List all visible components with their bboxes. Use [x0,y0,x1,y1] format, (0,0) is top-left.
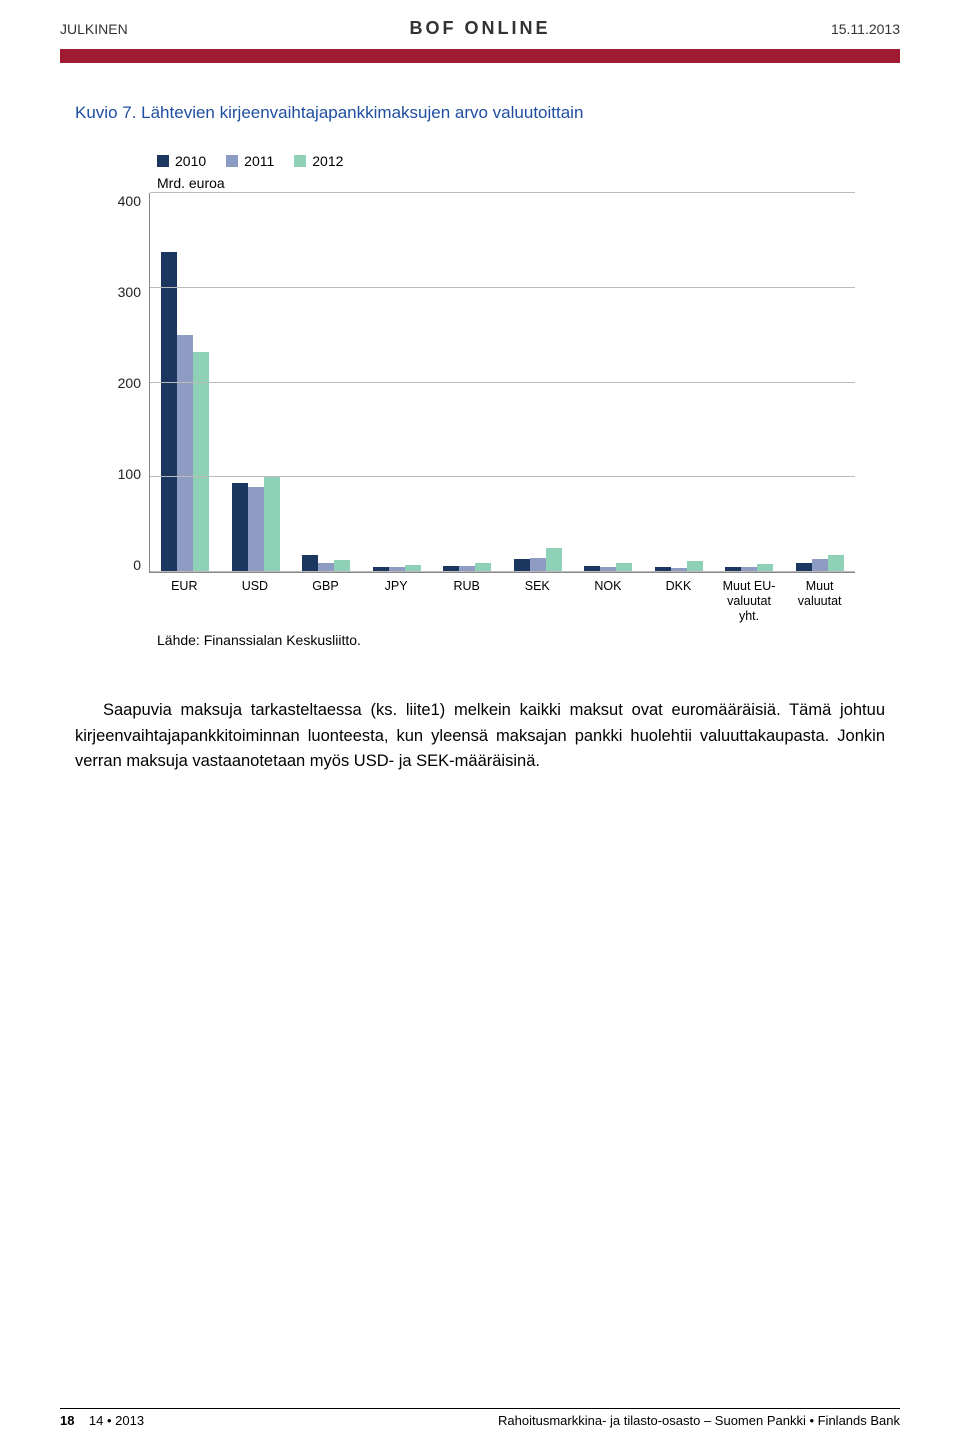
bar [232,483,248,572]
header-divider [60,49,900,63]
y-tick: 100 [118,466,141,482]
bar-group [503,193,574,572]
x-tick: RUB [431,579,502,624]
bar [530,558,546,572]
x-tick: Muut EU-valuutatyht. [714,579,785,624]
gridline [150,192,855,193]
legend-swatch [294,155,306,167]
plot-area [149,193,855,573]
legend-item: 2011 [226,153,274,169]
y-axis: 400 300 200 100 0 [105,193,149,573]
gridline [150,382,855,383]
y-axis-note: Mrd. euroa [157,175,855,191]
legend-item: 2012 [294,153,343,169]
legend-swatch [226,155,238,167]
bar-group [785,193,856,572]
bar [264,477,280,572]
bar [248,487,264,572]
footer-issue: 14 • 2013 [89,1413,144,1428]
bar-group [221,193,292,572]
x-tick: USD [220,579,291,624]
bar [177,335,193,572]
page-number: 18 [60,1413,74,1428]
chart-area: 400 300 200 100 0 [105,193,855,573]
bar-group [432,193,503,572]
body-paragraph: Saapuvia maksuja tarkasteltaessa (ks. li… [75,698,885,775]
bar [193,352,209,572]
page-header: JULKINEN BOF ONLINE 15.11.2013 [0,0,960,43]
bar-group [573,193,644,572]
bar-group [644,193,715,572]
gridline [150,287,855,288]
bar [546,548,562,572]
chart: 2010 2011 2012 Mrd. euroa 400 300 200 100 0 EU… [75,153,885,648]
y-tick: 300 [118,284,141,300]
legend-label: 2012 [312,153,343,169]
content: Kuvio 7. Lähtevien kirjeenvaihtajapankki… [0,63,960,775]
bar [514,559,530,572]
bars-row [150,193,855,572]
footer-right: Rahoitusmarkkina- ja tilasto-osasto – Su… [498,1413,900,1428]
legend-swatch [157,155,169,167]
x-axis: EURUSDGBPJPYRUBSEKNOKDKKMuut EU-valuutat… [149,579,855,624]
legend-label: 2010 [175,153,206,169]
header-center: BOF ONLINE [340,18,620,39]
chart-source: Lähde: Finanssialan Keskusliitto. [157,632,855,648]
x-tick: JPY [361,579,432,624]
figure-title: Kuvio 7. Lähtevien kirjeenvaihtajapankki… [75,103,885,123]
y-tick: 0 [133,557,141,573]
bar [828,555,844,572]
y-tick: 400 [118,193,141,209]
x-tick: EUR [149,579,220,624]
footer-left: 18 14 • 2013 [60,1413,144,1428]
x-tick: SEK [502,579,573,624]
y-tick: 200 [118,375,141,391]
bar-group [714,193,785,572]
x-tick: GBP [290,579,361,624]
bar [812,559,828,572]
bar [302,555,318,572]
bar-group [291,193,362,572]
gridline [150,571,855,572]
x-tick: NOK [573,579,644,624]
x-tick: DKK [643,579,714,624]
legend-label: 2011 [244,153,274,169]
bar-group [362,193,433,572]
bar [161,252,177,572]
legend-item: 2010 [157,153,206,169]
header-date: 15.11.2013 [620,21,900,37]
gridline [150,476,855,477]
header-left: JULKINEN [60,21,340,37]
chart-legend: 2010 2011 2012 [157,153,855,169]
bar-group [150,193,221,572]
x-tick: Muutvaluutat [784,579,855,624]
page-footer: 18 14 • 2013 Rahoitusmarkkina- ja tilast… [60,1408,900,1428]
